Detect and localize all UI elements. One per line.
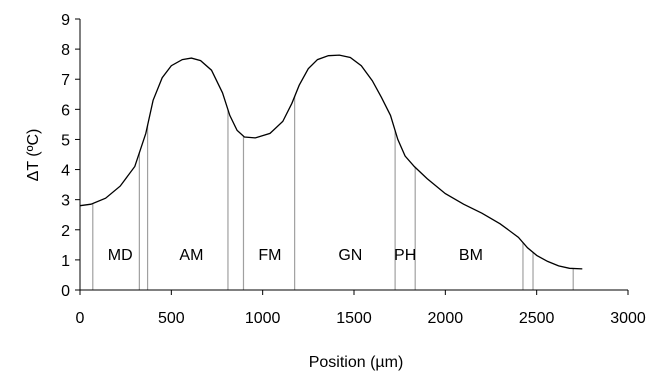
x-tick-label: 0 xyxy=(76,310,85,327)
region-boundaries xyxy=(92,96,574,290)
x-tick-label: 1500 xyxy=(336,310,372,327)
x-axis-ticks: 0 500 1000 1500 2000 2500 3000 xyxy=(76,290,646,327)
y-tick-label: 7 xyxy=(61,72,70,89)
region-label-md: MD xyxy=(108,247,133,264)
region-label-fm: FM xyxy=(258,247,281,264)
y-tick-label: 3 xyxy=(61,193,70,210)
x-tick-label: 500 xyxy=(158,310,185,327)
region-label-am: AM xyxy=(179,247,203,264)
y-tick-label: 6 xyxy=(61,102,70,119)
y-tick-label: 9 xyxy=(61,12,70,29)
y-axis-ticks: 0 1 2 3 4 5 6 7 8 9 xyxy=(61,12,80,300)
x-tick-label: 3000 xyxy=(610,310,646,327)
x-tick-label: 2000 xyxy=(428,310,464,327)
y-tick-label: 1 xyxy=(61,253,70,270)
y-tick-label: 8 xyxy=(61,42,70,59)
region-label-ph: PH xyxy=(394,247,416,264)
y-tick-label: 4 xyxy=(61,163,70,180)
x-axis-title: Position (µm) xyxy=(309,354,404,371)
x-tick-label: 2500 xyxy=(519,310,555,327)
x-tick-label: 1000 xyxy=(245,310,281,327)
series-line xyxy=(79,54,583,270)
y-tick-label: 5 xyxy=(61,132,70,149)
y-axis-title: ΔT (ºC) xyxy=(25,129,42,182)
y-tick-label: 0 xyxy=(61,283,70,300)
region-label-gn: GN xyxy=(338,247,362,264)
region-labels: MD AM FM GN PH BM xyxy=(108,247,483,264)
y-tick-label: 2 xyxy=(61,223,70,240)
region-label-bm: BM xyxy=(459,247,483,264)
data-series xyxy=(79,54,583,270)
